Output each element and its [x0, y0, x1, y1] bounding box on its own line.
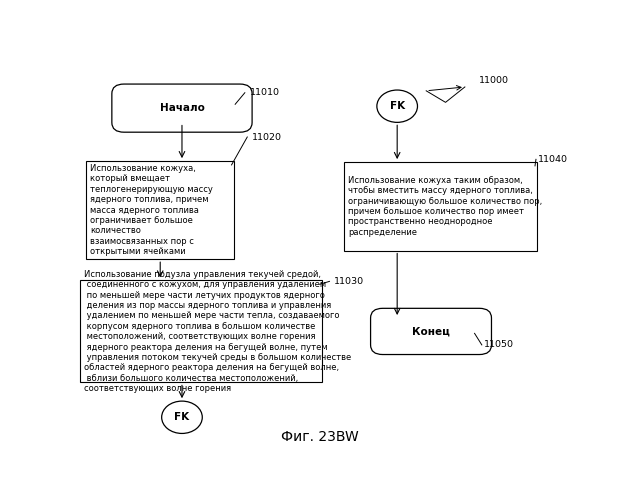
Text: 11020: 11020 [252, 132, 282, 141]
Text: FK: FK [389, 101, 405, 111]
Text: Использование подузла управления текучей средой,
 соединенного с кожухом, для уп: Использование подузла управления текучей… [84, 270, 351, 393]
Bar [80, 280, 322, 382]
Text: 11040: 11040 [539, 155, 568, 164]
Text: 11030: 11030 [334, 277, 364, 286]
Text: Использование кожуха,
который вмещает
теплогенерирующую массу
ядерного топлива, : Использование кожуха, который вмещает те… [90, 164, 213, 256]
FancyBboxPatch shape [112, 84, 252, 132]
Text: Начало: Начало [160, 103, 205, 113]
Text: FK: FK [175, 412, 190, 422]
Circle shape [377, 90, 417, 122]
Text: Конец: Конец [412, 326, 450, 336]
Bar [87, 161, 234, 259]
Text: 11050: 11050 [484, 340, 514, 349]
Circle shape [162, 401, 202, 434]
Text: 11010: 11010 [250, 88, 280, 97]
Bar [344, 162, 537, 250]
Text: 11000: 11000 [479, 76, 509, 84]
Text: Использование кожуха таким образом,
чтобы вместить массу ядерного топлива,
огран: Использование кожуха таким образом, чтоб… [348, 176, 542, 237]
FancyBboxPatch shape [371, 308, 492, 354]
Text: Фиг. 23BW: Фиг. 23BW [281, 430, 359, 444]
